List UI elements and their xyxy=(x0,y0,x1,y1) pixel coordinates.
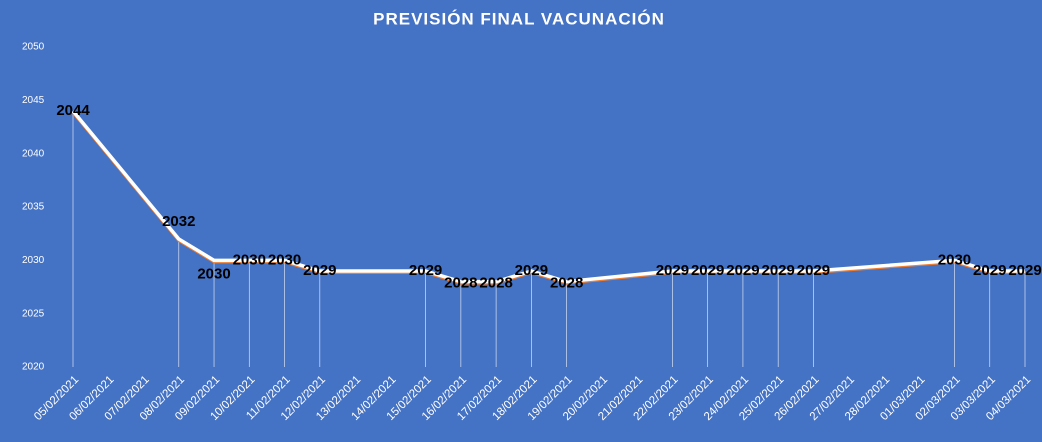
data-label: 2030 xyxy=(197,265,230,282)
y-tick-label: 2020 xyxy=(22,362,45,373)
data-label: 2029 xyxy=(515,262,548,279)
data-label: 2032 xyxy=(162,213,195,230)
data-label: 2044 xyxy=(56,102,90,119)
data-label: 2029 xyxy=(303,262,336,279)
data-label: 2029 xyxy=(726,262,759,279)
line-shadow xyxy=(71,111,1025,285)
data-label: 2029 xyxy=(691,262,724,279)
data-label: 2029 xyxy=(656,262,689,279)
data-label: 2028 xyxy=(479,275,512,292)
y-tick-label: 2030 xyxy=(22,255,45,266)
chart-title: PREVISIÓN FINAL VACUNACIÓN xyxy=(373,9,665,28)
data-label: 2029 xyxy=(761,262,794,279)
y-tick-label: 2040 xyxy=(22,148,45,159)
y-tick-label: 2035 xyxy=(22,202,45,213)
data-label: 2029 xyxy=(973,262,1006,279)
y-tick-label: 2045 xyxy=(22,95,45,106)
line xyxy=(71,109,1025,284)
data-label: 2030 xyxy=(938,251,971,268)
y-tick-label: 2050 xyxy=(22,42,45,53)
data-label: 2030 xyxy=(233,251,266,268)
y-tick-label: 2025 xyxy=(22,308,45,319)
data-label: 2029 xyxy=(797,262,830,279)
data-label: 2029 xyxy=(409,262,442,279)
data-label: 2028 xyxy=(550,275,583,292)
data-label: 2029 xyxy=(1008,262,1041,279)
data-label: 2028 xyxy=(444,275,477,292)
data-label: 2030 xyxy=(268,251,301,268)
